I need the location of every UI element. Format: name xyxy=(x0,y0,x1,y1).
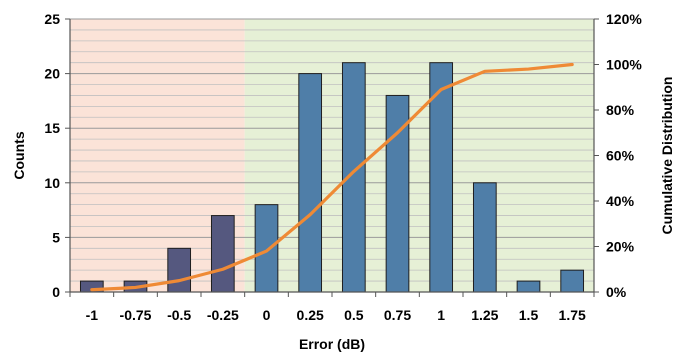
shaded-region-1 xyxy=(244,19,594,292)
x-tick-label: -0.25 xyxy=(207,307,239,323)
y-tick-label: 15 xyxy=(44,120,60,136)
x-tick-label: 0.5 xyxy=(344,307,364,323)
x-axis-title: Error (dB) xyxy=(299,336,365,352)
shaded-regions xyxy=(70,19,594,292)
bar-0.25 xyxy=(298,73,323,293)
x-tick-label: -1 xyxy=(86,307,99,323)
x-tick-label: 0.25 xyxy=(297,307,324,323)
y-tick-label: 20 xyxy=(44,66,60,82)
x-tick-label: -0.75 xyxy=(120,307,152,323)
cumulative-line-layer xyxy=(90,62,574,292)
y2-tick-label: 120% xyxy=(606,11,642,27)
x-tick-label: 1.25 xyxy=(471,307,498,323)
bar--0.25 xyxy=(210,215,235,293)
bar-1.5 xyxy=(516,280,541,293)
y2-tick-label: 20% xyxy=(606,239,635,255)
y2-tick-label: 80% xyxy=(606,102,635,118)
y2-tick-label: 40% xyxy=(606,193,635,209)
y2-axis-title: Cumulative Distribution xyxy=(659,77,675,235)
y-tick-label: 0 xyxy=(52,284,60,300)
y2-tick-label: 0% xyxy=(606,284,627,300)
bar--0.5 xyxy=(167,247,192,293)
y-tick-label: 25 xyxy=(44,11,60,27)
y-tick-label: 5 xyxy=(52,229,60,245)
y-tick-label: 10 xyxy=(44,175,60,191)
x-tick-label: 1.5 xyxy=(519,307,539,323)
x-tick-label: 1.75 xyxy=(559,307,586,323)
y-axis-title: Counts xyxy=(11,131,27,179)
bar-1.25 xyxy=(472,182,497,293)
x-tick-label: 0.75 xyxy=(384,307,411,323)
x-tick-label: -0.5 xyxy=(167,307,191,323)
bar-0 xyxy=(254,204,279,293)
gridlines xyxy=(70,18,594,282)
y2-tick-label: 60% xyxy=(606,148,635,164)
cumulative-distribution-line xyxy=(90,62,574,292)
bar-1.75 xyxy=(560,269,585,293)
x-tick-label: 0 xyxy=(263,307,271,323)
bars xyxy=(79,62,585,293)
x-tick-label: 1 xyxy=(437,307,445,323)
y2-tick-label: 100% xyxy=(606,57,642,73)
